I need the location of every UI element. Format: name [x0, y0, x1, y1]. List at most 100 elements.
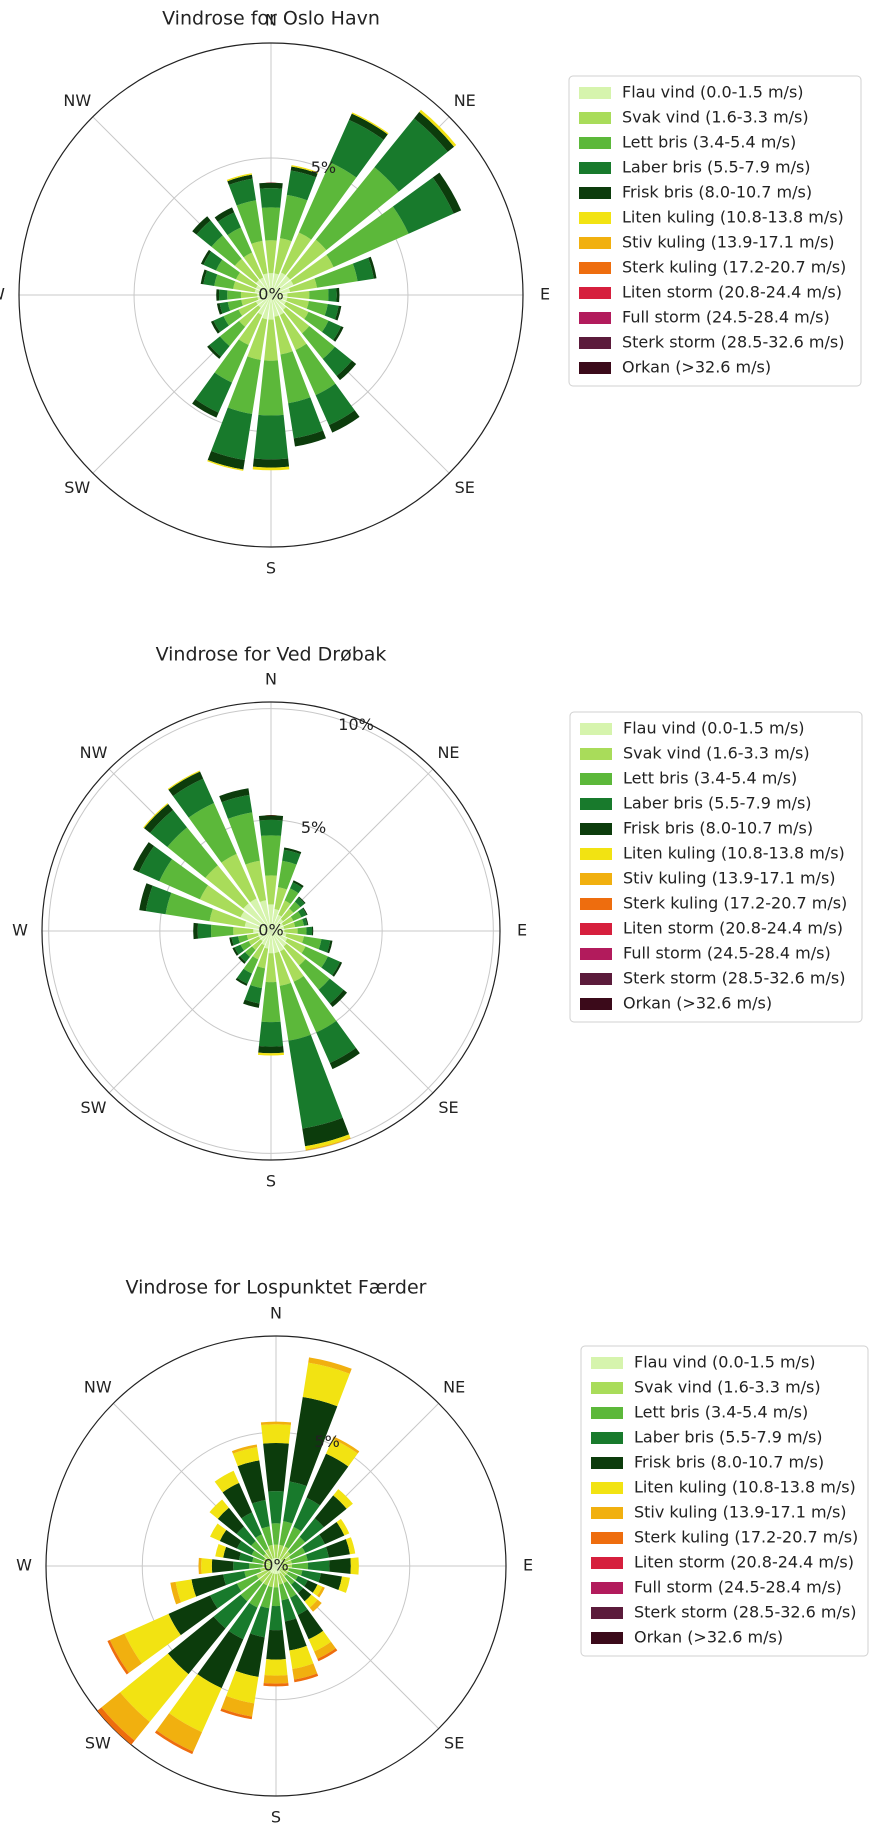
bar-segment — [351, 112, 389, 135]
bar-segment — [318, 978, 344, 1004]
bar-segment — [274, 238, 292, 275]
bar-segment — [374, 118, 448, 192]
chart-title: Vindrose for Lospunktet Færder — [126, 1277, 427, 1299]
bar-segment — [271, 1587, 281, 1607]
bar-segment — [305, 917, 309, 926]
bar-segment — [211, 1559, 234, 1573]
bar-segment — [257, 931, 271, 936]
legend-label: Svak vind (1.6-3.3 m/s) — [623, 744, 810, 763]
bar-segment — [292, 880, 304, 888]
legend-swatch — [579, 162, 611, 174]
bar-segment — [290, 254, 334, 285]
bar-segment — [210, 1523, 227, 1541]
bar-segment — [284, 1574, 295, 1585]
bar-segment — [195, 372, 233, 413]
direction-label: E — [540, 285, 550, 304]
direction-label: SW — [85, 1734, 111, 1753]
bar-segment — [257, 295, 271, 300]
bar-segment — [271, 295, 284, 316]
bar-segment — [330, 119, 384, 178]
bar-segment — [259, 900, 271, 931]
bar-segment — [326, 206, 409, 268]
bar-segment — [249, 1583, 268, 1608]
bar-segment — [232, 1447, 260, 1467]
bar-segment — [214, 207, 235, 222]
direction-label: S — [271, 1808, 281, 1827]
legend-swatch — [579, 262, 611, 274]
bar-segment — [299, 1518, 324, 1543]
bar-segment — [293, 430, 326, 447]
bar-segment — [287, 1536, 306, 1555]
bar-segment — [326, 1438, 358, 1467]
bar-segment — [298, 162, 357, 240]
bar-segment — [264, 931, 271, 949]
bar-segment — [271, 272, 286, 295]
bar-segment — [293, 1497, 321, 1532]
bar-segment — [271, 918, 284, 931]
bar-segment — [318, 1573, 343, 1590]
bar-segment — [207, 344, 222, 359]
legend-swatch — [580, 848, 612, 860]
bar-segment — [168, 771, 204, 797]
bar-segment — [288, 278, 317, 293]
bar-segment — [255, 295, 271, 305]
bar-segment — [235, 272, 258, 289]
bar-segment — [276, 1558, 281, 1566]
bar-segment — [209, 336, 230, 357]
bar-segment — [283, 847, 302, 855]
bar-segment — [216, 289, 220, 301]
legend-label: Laber bris (5.5-7.9 m/s) — [634, 1428, 823, 1447]
bar-segment — [324, 303, 339, 320]
bar-segment — [271, 1562, 276, 1566]
bar-segment — [271, 295, 287, 305]
bar-segment — [297, 927, 307, 935]
bar-segment — [305, 1137, 351, 1151]
bar-segment — [329, 989, 348, 1008]
bar-segment — [167, 770, 201, 790]
legend-swatch — [591, 1457, 623, 1469]
bar-segment — [322, 346, 352, 376]
bar-segment — [275, 1566, 277, 1575]
bar-segment — [289, 901, 301, 913]
bar-segment — [214, 1470, 240, 1493]
bar-segment — [307, 1560, 330, 1572]
bar-segment — [197, 923, 212, 939]
bar-segment — [227, 812, 260, 865]
bar-segment — [227, 227, 253, 258]
bar-segment — [260, 1566, 272, 1572]
bar-segment — [268, 1491, 284, 1524]
bar-segment — [334, 305, 342, 321]
bar-segment — [256, 1569, 270, 1579]
bar-segment — [270, 1565, 276, 1567]
bar-segment — [291, 1581, 304, 1594]
bar-segment — [138, 846, 173, 882]
bar-segment — [244, 921, 271, 931]
bar-segment — [252, 458, 290, 468]
bar-segment — [252, 1557, 264, 1564]
bar-segment — [277, 1573, 283, 1585]
legend-swatch — [591, 1507, 623, 1519]
bar-segment — [193, 922, 199, 940]
direction-label: NW — [80, 743, 108, 762]
legend-swatch — [580, 773, 612, 785]
bar-segment — [268, 904, 274, 931]
bar-segment — [259, 277, 271, 295]
bar-segment — [236, 1540, 255, 1556]
bar-segment — [271, 1566, 276, 1574]
bar-segment — [276, 1565, 282, 1567]
bar-segment — [311, 926, 314, 936]
bar-segment — [265, 953, 277, 983]
polar-spine — [45, 1335, 507, 1797]
bar-segment — [273, 1573, 279, 1588]
bar-segment — [191, 1574, 227, 1597]
bar-segment — [227, 290, 242, 300]
bar-segment — [203, 270, 218, 287]
bar-segment — [264, 1659, 288, 1676]
bar-segment — [233, 1561, 250, 1571]
bar-segment — [132, 842, 155, 873]
bar-segment — [229, 937, 234, 947]
bar-segment — [263, 273, 271, 295]
bar-segment — [275, 1557, 277, 1566]
bar-segment — [288, 397, 324, 439]
